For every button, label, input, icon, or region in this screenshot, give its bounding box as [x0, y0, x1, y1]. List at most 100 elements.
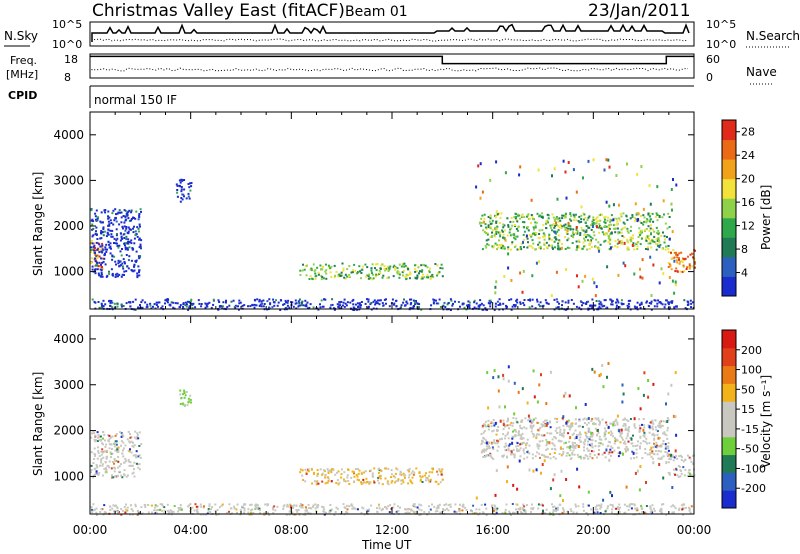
- data-point: [117, 510, 119, 513]
- data-point: [486, 371, 489, 375]
- data-point: [545, 241, 548, 244]
- data-point: [395, 299, 397, 302]
- data-point: [670, 202, 673, 206]
- data-point: [353, 309, 356, 311]
- data-point: [475, 302, 478, 305]
- data-point: [243, 507, 246, 510]
- data-point: [537, 237, 540, 240]
- data-point: [520, 436, 523, 439]
- data-point: [619, 506, 621, 509]
- data-point: [580, 214, 583, 217]
- data-point: [90, 471, 92, 474]
- data-point: [575, 190, 578, 194]
- data-point: [251, 303, 254, 306]
- data-point: [523, 304, 526, 307]
- data-point: [424, 474, 427, 477]
- data-point: [559, 219, 562, 222]
- data-point: [138, 238, 141, 241]
- data-point: [311, 277, 314, 280]
- data-point: [498, 212, 500, 215]
- data-point: [139, 208, 142, 211]
- data-point: [484, 223, 487, 226]
- data-point: [567, 221, 570, 225]
- data-point: [439, 481, 442, 484]
- data-point: [599, 372, 602, 376]
- data-point: [418, 272, 420, 275]
- data-point: [494, 233, 496, 236]
- data-point: [624, 423, 627, 426]
- data-point: [376, 262, 379, 265]
- data-point: [117, 246, 120, 249]
- data-point: [92, 503, 95, 506]
- nave-tick-top: 60: [706, 53, 720, 66]
- data-point: [93, 468, 96, 471]
- data-point: [352, 298, 355, 301]
- data-point: [129, 228, 132, 231]
- data-point: [187, 300, 189, 303]
- data-point: [659, 301, 662, 303]
- data-point: [530, 427, 533, 430]
- data-point: [347, 480, 350, 482]
- data-point: [387, 270, 390, 272]
- data-point: [94, 212, 97, 215]
- data-point: [507, 447, 510, 450]
- data-point: [121, 452, 124, 455]
- velocity-frame: [89, 315, 695, 515]
- data-point: [398, 263, 401, 266]
- data-point: [549, 432, 551, 435]
- data-point: [327, 470, 330, 473]
- data-point: [609, 243, 612, 245]
- data-point: [342, 267, 345, 270]
- data-point: [177, 507, 180, 509]
- data-point: [580, 226, 583, 229]
- data-point: [647, 242, 650, 245]
- data-point: [549, 370, 552, 374]
- data-point: [480, 451, 483, 454]
- data-point: [507, 365, 510, 369]
- data-point: [99, 511, 102, 513]
- data-point: [482, 440, 484, 443]
- data-point: [325, 269, 328, 272]
- data-point: [587, 216, 590, 219]
- data-point: [106, 449, 109, 452]
- data-point: [549, 224, 552, 227]
- data-point: [179, 503, 182, 506]
- data-point: [585, 229, 588, 232]
- data-point: [593, 234, 596, 237]
- data-point: [683, 474, 686, 477]
- data-point: [154, 504, 157, 507]
- data-point: [111, 475, 114, 478]
- data-point: [90, 219, 93, 222]
- data-point: [572, 233, 575, 236]
- data-point: [169, 303, 172, 306]
- data-point: [578, 425, 581, 428]
- data-point: [495, 469, 498, 473]
- data-point: [267, 511, 270, 514]
- data-point: [610, 445, 613, 448]
- data-point: [501, 229, 503, 232]
- data-point: [497, 246, 500, 249]
- data-point: [510, 216, 513, 219]
- data-point: [376, 302, 379, 305]
- data-point: [564, 228, 567, 231]
- data-point: [420, 509, 423, 512]
- data-point: [679, 470, 682, 473]
- data-point: [314, 272, 317, 275]
- data-point: [538, 383, 541, 387]
- data-point: [667, 244, 670, 247]
- data-point: [421, 481, 424, 483]
- data-point: [321, 480, 324, 483]
- data-point: [596, 504, 598, 507]
- data-point: [299, 269, 302, 272]
- data-point: [381, 302, 384, 305]
- data-point: [562, 450, 565, 453]
- data-point: [653, 509, 656, 512]
- data-point: [484, 420, 487, 423]
- data-point: [305, 471, 308, 474]
- data-point: [626, 162, 628, 166]
- data-point: [395, 510, 398, 513]
- data-point: [509, 424, 512, 426]
- data-point: [617, 232, 620, 235]
- data-point: [543, 248, 545, 251]
- data-point: [95, 234, 98, 236]
